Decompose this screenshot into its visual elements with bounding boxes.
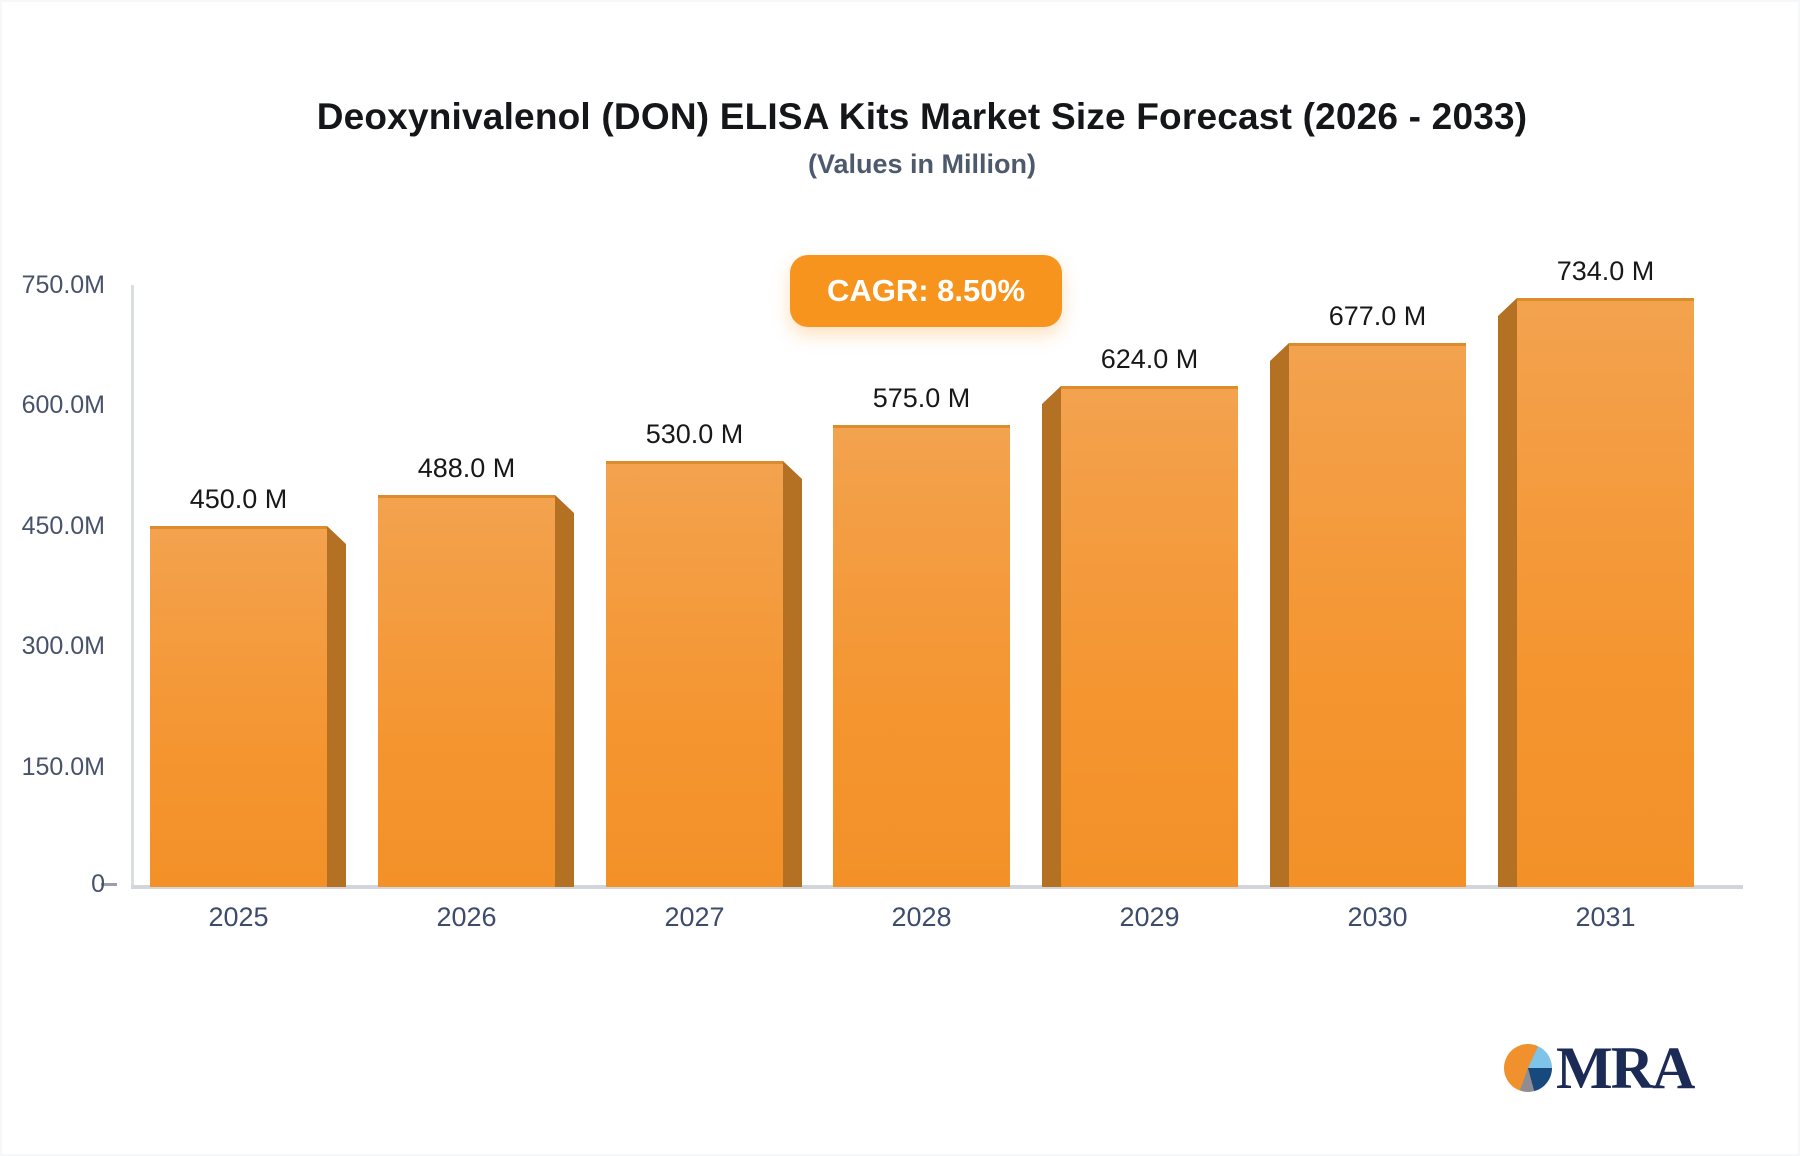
cagr-badge-label: CAGR: 8.50% (826, 273, 1026, 308)
y-tick-label: 150.0M (21, 753, 105, 781)
y-tick-label: 0 (91, 870, 105, 898)
y-tick-label: 300.0M (21, 632, 105, 660)
brand-logo: MRA (1504, 1035, 1695, 1101)
zero-tick-mark (101, 883, 117, 886)
x-tick-label-2027: 2027 (664, 902, 725, 932)
bar-value-label: 488.0 M (417, 453, 516, 483)
bar-2030 (1289, 343, 1466, 887)
bar-side-face (555, 495, 574, 887)
bar-value-label: 734.0 M (1556, 256, 1655, 286)
bar-value-label: 530.0 M (645, 419, 744, 449)
y-tick-label: 600.0M (21, 391, 105, 419)
y-tick-label: 750.0M (21, 271, 105, 299)
y-axis-line (131, 285, 134, 889)
bar-side-face (1270, 343, 1289, 887)
bar-side-face (783, 461, 802, 887)
bar-2025 (150, 526, 327, 887)
bar-2031 (1517, 298, 1694, 887)
logo-text: MRA (1556, 1035, 1695, 1101)
x-tick-label-2029: 2029 (1119, 902, 1180, 932)
bar-side-face (1498, 298, 1517, 887)
page-subtitle: (Values in Million) (807, 149, 1037, 179)
bar-side-face (1042, 386, 1061, 887)
x-tick-label-2026: 2026 (436, 902, 497, 932)
bar-2026 (378, 495, 555, 887)
bar-2029 (1061, 386, 1238, 887)
x-axis-baseline (131, 885, 1743, 889)
pie-chart-icon (1504, 1044, 1552, 1092)
page-title: Deoxynivalenol (DON) ELISA Kits Market S… (316, 96, 1528, 137)
bar-side-face (327, 526, 346, 887)
bar-value-label: 677.0 M (1328, 301, 1427, 331)
bar-value-label: 624.0 M (1100, 344, 1199, 374)
x-tick-label-2030: 2030 (1347, 902, 1408, 932)
bar-2028 (833, 425, 1010, 887)
x-tick-label-2028: 2028 (891, 902, 952, 932)
bar-2027 (606, 461, 783, 887)
cagr-badge: CAGR: 8.50% (790, 255, 1062, 327)
x-tick-label-2025: 2025 (208, 902, 269, 932)
x-tick-label-2031: 2031 (1575, 902, 1636, 932)
bar-value-label: 450.0 M (189, 484, 288, 514)
bar-value-label: 575.0 M (872, 383, 971, 413)
y-tick-label: 450.0M (21, 512, 105, 540)
